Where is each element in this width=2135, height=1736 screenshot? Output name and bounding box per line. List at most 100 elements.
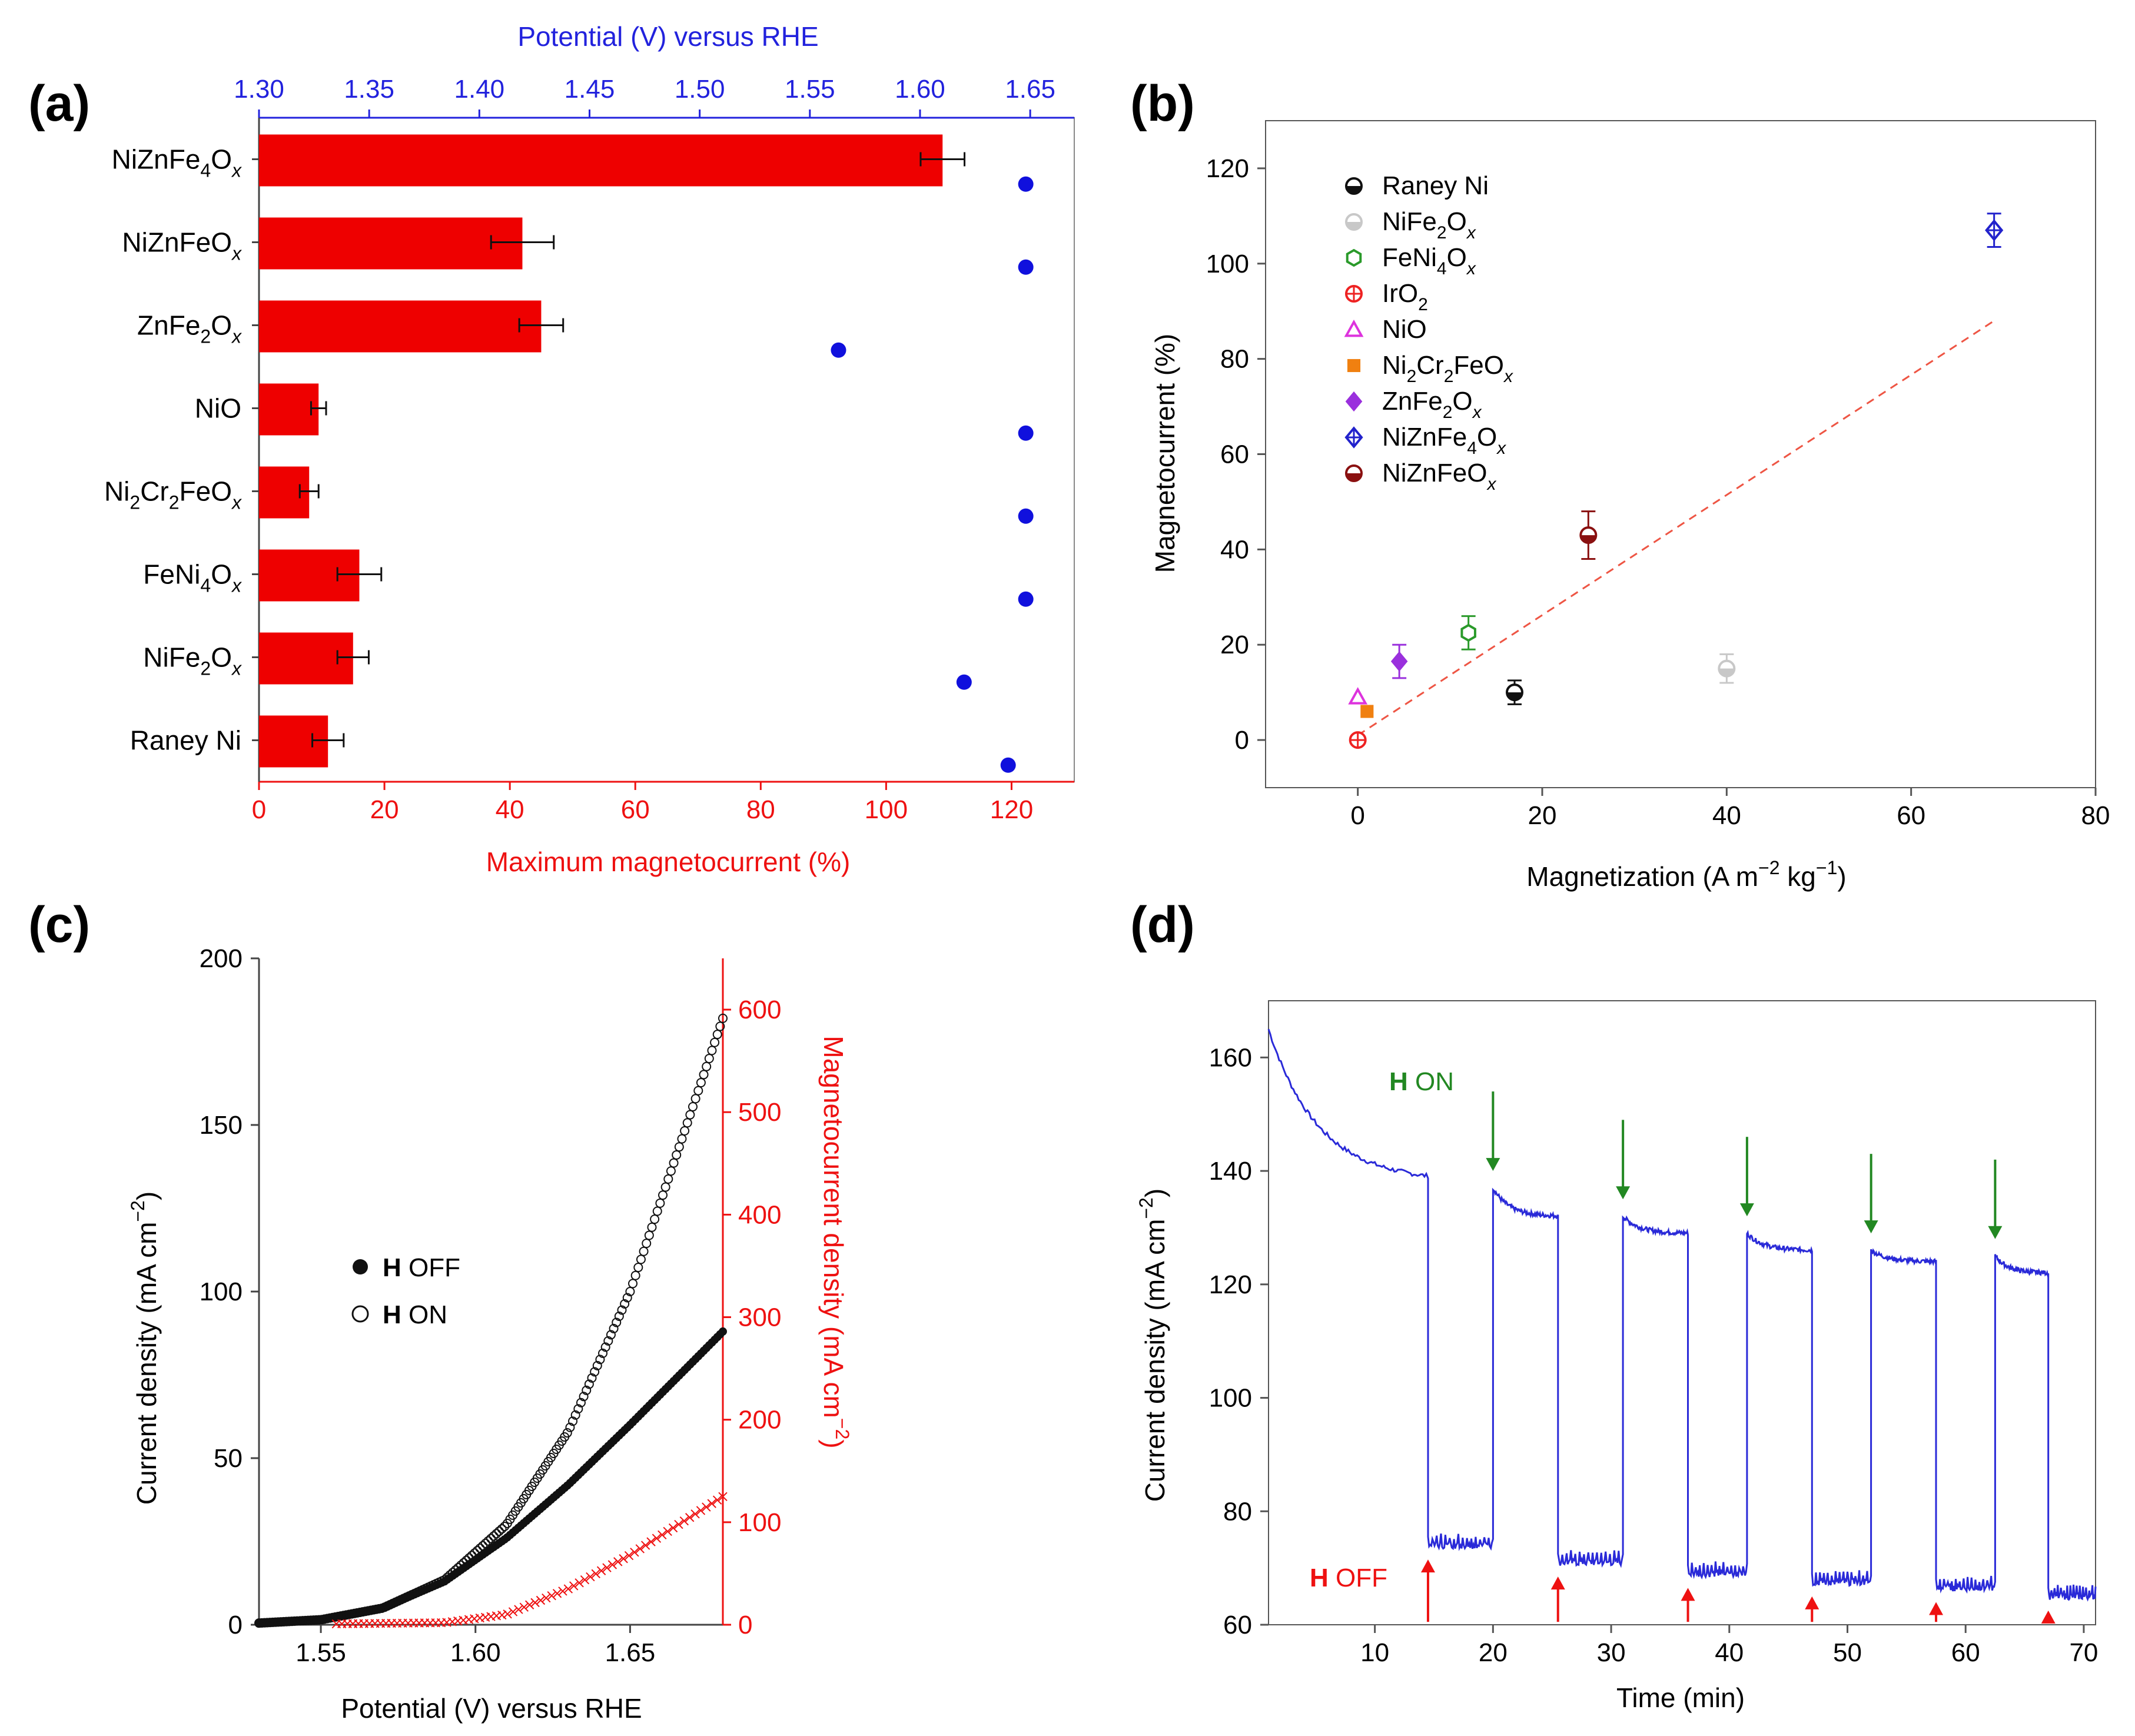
panel-c-off-point <box>719 1327 727 1336</box>
panel-d-on-arrowhead <box>1988 1226 2003 1239</box>
panel-c-on-point <box>699 1070 709 1080</box>
panel-b-point-fill <box>1719 668 1735 676</box>
panel-c-on-point <box>690 1094 700 1104</box>
panel-c-magnetocurrent-point <box>503 1609 512 1619</box>
panel-c-on-point <box>628 1279 638 1289</box>
panel-a-category-label: NiZnFeOx <box>122 227 242 264</box>
label-base: FeNi <box>143 559 200 590</box>
panel-d-frame <box>1268 1000 2096 1625</box>
panel-d-xtick-label: 40 <box>1715 1638 1744 1667</box>
legend-sub: x <box>1496 439 1506 458</box>
label-sub: 4 <box>200 575 211 596</box>
panel-c-right-ytick-label: 600 <box>738 995 781 1024</box>
panel-b-ytick-label: 60 <box>1220 440 1249 469</box>
label-mid: O <box>211 144 232 175</box>
panel-c-on-point <box>652 1206 662 1216</box>
panel-b-legend-label: IrO2 <box>1382 279 1428 314</box>
panel-a-potential-point <box>831 342 846 358</box>
panel-c-magnetocurrent-point <box>668 1523 678 1533</box>
panel-c-magnetocurrent-point <box>685 1513 695 1522</box>
panel-c-on-point <box>483 1536 493 1546</box>
panel-b-legend-label: NiZnFeOx <box>1382 459 1496 494</box>
label-base: NiZnFe <box>112 144 201 175</box>
panel-a-top-tick-label: 1.50 <box>675 75 725 104</box>
panel-c-magnetocurrent-point <box>652 1533 662 1543</box>
panel-c-on-point <box>489 1531 499 1541</box>
panel-c-on-point <box>639 1246 649 1256</box>
panel-c-right-ytick-label: 500 <box>738 1098 781 1127</box>
label-sub: 4 <box>200 160 211 181</box>
panel-c-chart: Potential (V) versus RHE Current density… <box>127 944 853 1724</box>
panel-c-magnetocurrent-point <box>514 1605 523 1614</box>
panel-a-category-label: NiZnFe4Ox <box>112 144 242 181</box>
panel-c-right-ytick-label: 100 <box>738 1508 781 1537</box>
panel-b-point-fill <box>1507 692 1522 701</box>
panel-c-magnetocurrent-point <box>619 1554 628 1564</box>
legend-base: NiO <box>1382 315 1427 344</box>
panel-c-on-point <box>685 1110 695 1120</box>
label-base: ZnFe <box>137 310 200 341</box>
panel-b-legend-marker-fill <box>1346 186 1362 194</box>
label-sub: 2 <box>169 492 180 513</box>
panel-d-off-arrowhead <box>1805 1596 1819 1609</box>
panel-a-xtick-label: 80 <box>746 795 775 824</box>
panel-c-magnetocurrent-point <box>586 1572 595 1582</box>
panel-a-top-xlabel: Potential (V) versus RHE <box>517 21 818 52</box>
legend-part: Cr <box>1416 351 1443 380</box>
panel-a-bar <box>259 217 523 270</box>
label-bold: H <box>1310 1564 1329 1592</box>
legend-part: O <box>1477 423 1497 452</box>
panel-label-d: (d) <box>1130 897 1195 953</box>
panel-b-legend-label: FeNi4Ox <box>1382 243 1476 278</box>
panel-c-on-point <box>682 1118 692 1128</box>
legend-part: O <box>1452 387 1472 416</box>
legend-part: O <box>1447 243 1467 272</box>
panel-c-xtick-label: 1.60 <box>450 1638 501 1667</box>
panel-a-category-label: ZnFe2Ox <box>137 310 242 347</box>
panel-c-ytick-label: 150 <box>200 1111 243 1140</box>
panel-c-magnetocurrent-point <box>630 1548 639 1557</box>
panel-a-xtick-label: 0 <box>252 795 266 824</box>
legend-base: NiZnFe <box>1382 423 1467 452</box>
panel-c-xtick-label: 1.65 <box>605 1638 656 1667</box>
panel-label-a: (a) <box>28 75 90 132</box>
legend-text: ON <box>401 1300 447 1329</box>
panel-c-magnetocurrent-point <box>635 1544 645 1554</box>
panel-c-right-ytick-label: 400 <box>738 1200 781 1229</box>
panel-c-on-point <box>568 1416 578 1426</box>
panel-d-xlabel: Time (min) <box>1616 1682 1745 1713</box>
panel-c-magnetocurrent-point <box>580 1575 590 1585</box>
legend-sub: 2 <box>1444 367 1454 386</box>
panel-c-on-point <box>633 1263 643 1273</box>
panel-a-frame <box>258 117 1075 782</box>
panel-c-on-point <box>587 1373 597 1383</box>
panel-c-on-point <box>480 1538 490 1548</box>
panel-b-legend-marker <box>1346 248 1362 267</box>
panel-a-top-tick-label: 1.35 <box>344 75 394 104</box>
label-mid: O <box>211 310 232 341</box>
panel-b-ytick-label: 100 <box>1206 250 1249 278</box>
panel-c-legend-off-marker <box>353 1259 368 1274</box>
panel-a-xtick-label: 60 <box>621 795 650 824</box>
panel-a-bar <box>259 632 353 685</box>
panel-a-bar <box>259 134 943 187</box>
legend-sub: x <box>1503 367 1513 386</box>
panel-c-magnetocurrent-point <box>558 1586 567 1596</box>
panel-c-on-point <box>680 1126 690 1136</box>
panel-c-magnetocurrent-point <box>508 1607 518 1616</box>
panel-c-on-point <box>622 1293 632 1303</box>
legend-sub: 2 <box>1443 403 1453 422</box>
panel-c-on-point <box>674 1142 684 1152</box>
panel-d-chart: Time (min) Current density (mA cm−2) 10 2… <box>1135 1000 2098 1713</box>
panel-a-xtick-label: 100 <box>865 795 908 824</box>
legend-sub: 4 <box>1467 439 1477 458</box>
panel-a-top-tick-label: 1.30 <box>234 75 284 104</box>
legend-sub: 2 <box>1418 295 1428 314</box>
panel-a-potential-point <box>1018 591 1034 607</box>
label-base: NiO <box>195 393 241 424</box>
panel-b-legend-marker <box>1347 359 1361 373</box>
label-bold: H <box>1389 1067 1408 1096</box>
panel-c-right-ytick-label: 300 <box>738 1303 781 1332</box>
panel-a-potential-point <box>1018 425 1034 441</box>
panel-d-off-arrowhead <box>1681 1588 1695 1601</box>
